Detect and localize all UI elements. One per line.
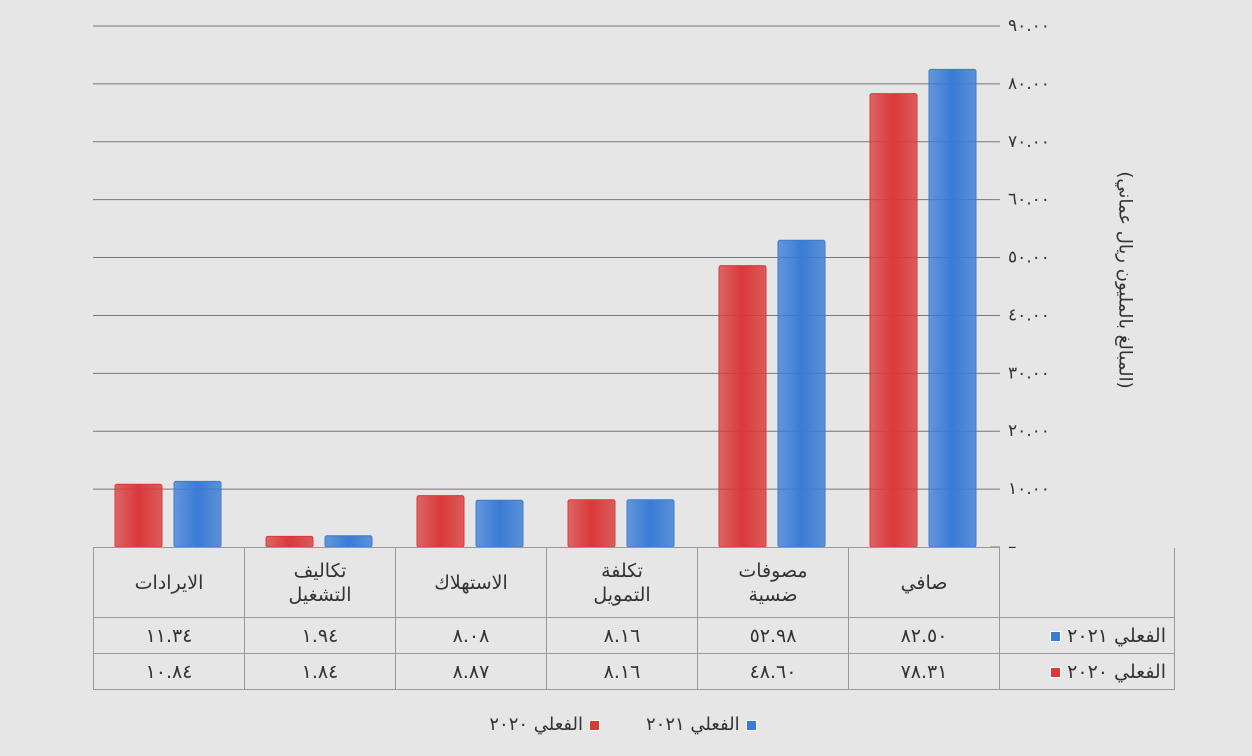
legend-item: الفعلي ٢٠٢١ xyxy=(646,714,763,735)
category-label: مصوفات ضسية xyxy=(697,547,849,618)
legend-swatch xyxy=(1050,630,1062,642)
category-label: الايرادات xyxy=(93,547,245,618)
table-row: الفعلي ٢٠٢٠ ٧٨.٣١ ٤٨.٦٠ ٨.١٦ ٨.٨٧ ١.٨٤ ١٠.٨٤ xyxy=(93,653,1175,690)
legend: الفعلي ٢٠٢١ الفعلي ٢٠٢٠ xyxy=(0,714,1252,735)
y-tick-label: ٤٠.٠٠ xyxy=(1008,305,1050,325)
bar xyxy=(928,68,977,548)
value-label: ٨.٨٧ xyxy=(395,653,547,690)
bar xyxy=(114,483,163,548)
legend-swatch xyxy=(1050,666,1062,678)
legend-swatch xyxy=(589,719,600,731)
bar xyxy=(173,480,222,548)
category-label: تكلفة التمويل xyxy=(546,547,698,618)
value-label: ٥٢.٩٨ xyxy=(697,617,849,654)
y-tick-label: ٦٠.٠٠ xyxy=(1008,190,1050,210)
y-tick-label: ١٠.٠٠ xyxy=(1008,479,1050,499)
bar xyxy=(265,535,314,548)
legend-label: الفعلي ٢٠٢٠ xyxy=(489,714,583,735)
bar xyxy=(626,499,675,548)
bar xyxy=(869,93,918,548)
value-label: ١.٩٤ xyxy=(244,617,396,654)
legend-swatch xyxy=(745,719,757,731)
row-header: الفعلي ٢٠٢٠ xyxy=(999,653,1175,690)
value-label: ١٠.٨٤ xyxy=(93,653,245,690)
corner-cell xyxy=(999,547,1175,618)
bar xyxy=(777,239,826,548)
y-tick-label: ٥٠.٠٠ xyxy=(1008,248,1050,268)
y-tick-label: – xyxy=(1008,537,1017,557)
y-axis-label: (المبالغ بالمليون ريال عماني) xyxy=(1114,171,1136,389)
y-tick-label: ٩٠.٠٠ xyxy=(1008,16,1050,36)
bar xyxy=(718,265,767,548)
value-label: ٨٢.٥٠ xyxy=(848,617,1000,654)
value-label: ٨.١٦ xyxy=(546,653,698,690)
bar xyxy=(567,499,616,548)
value-label: ٤٨.٦٠ xyxy=(697,653,849,690)
value-label: ١١.٣٤ xyxy=(93,617,245,654)
data-table: صافي مصوفات ضسية تكلفة التمويل الاستهلاك تكا… xyxy=(93,547,1175,690)
bar xyxy=(475,499,524,548)
legend-item: الفعلي ٢٠٢٠ xyxy=(489,714,606,735)
y-tick-label: ٣٠.٠٠ xyxy=(1008,363,1050,383)
bar xyxy=(324,535,373,548)
value-label: ٧٨.٣١ xyxy=(848,653,1000,690)
category-label: صافي xyxy=(848,547,1000,618)
y-tick-label: ٧٠.٠٠ xyxy=(1008,132,1050,152)
row-header: الفعلي ٢٠٢١ xyxy=(999,617,1175,654)
category-label: الاستهلاك xyxy=(395,547,547,618)
y-tick-label: ٨٠.٠٠ xyxy=(1008,74,1050,94)
legend-label: الفعلي ٢٠٢١ xyxy=(646,714,740,735)
y-tick-label: ٢٠.٠٠ xyxy=(1008,421,1050,441)
value-label: ١.٨٤ xyxy=(244,653,396,690)
table-row: الفعلي ٢٠٢١ ٨٢.٥٠ ٥٢.٩٨ ٨.١٦ ٨.٠٨ ١.٩٤ ١١.٣٤ xyxy=(93,617,1175,654)
value-label: ٨.١٦ xyxy=(546,617,698,654)
value-label: ٨.٠٨ xyxy=(395,617,547,654)
series-name: الفعلي ٢٠٢١ xyxy=(1067,624,1166,647)
table-header-row: صافي مصوفات ضسية تكلفة التمويل الاستهلاك تكا… xyxy=(93,547,1175,618)
category-label: تكاليف التشغيل xyxy=(244,547,396,618)
series-name: الفعلي ٢٠٢٠ xyxy=(1067,660,1166,683)
bar xyxy=(416,495,465,548)
